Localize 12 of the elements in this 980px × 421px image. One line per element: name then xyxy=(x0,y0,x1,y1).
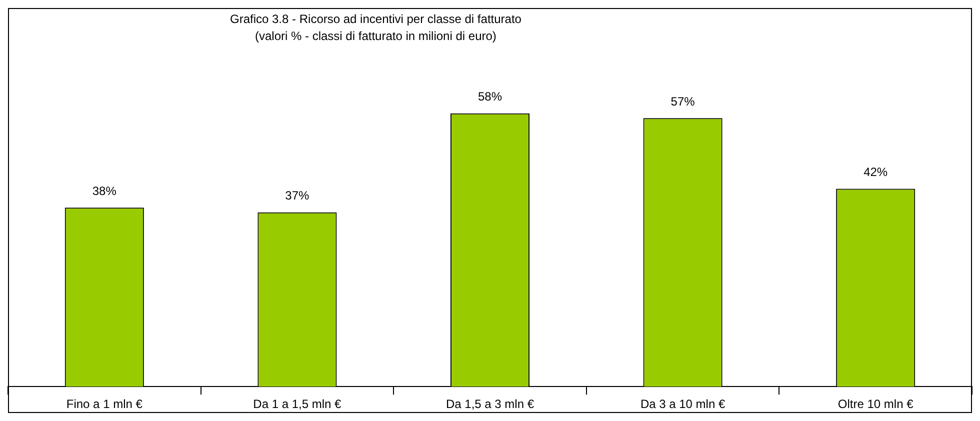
data-label: 58% xyxy=(478,90,502,104)
x-tick-label: Da 3 a 10 mln € xyxy=(640,397,726,412)
x-tick-label: Da 1,5 a 3 mln € xyxy=(446,397,534,412)
data-label: 38% xyxy=(92,184,117,198)
x-tick-label: Da 1 a 1,5 mln € xyxy=(253,397,342,412)
x-tick-label: Fino a 1 mln € xyxy=(66,397,143,412)
data-label: 37% xyxy=(285,188,310,203)
data-label: 42% xyxy=(864,165,888,180)
chart-title: Grafico 3.8 - Ricorso ad incentivi per classe di fatturato xyxy=(230,12,522,26)
chart-subtitle: (valori % - classi di fatturato in milioni di euro) xyxy=(255,29,496,43)
data-label: 57% xyxy=(670,94,696,108)
x-tick-label: Oltre 10 mln € xyxy=(838,397,914,412)
